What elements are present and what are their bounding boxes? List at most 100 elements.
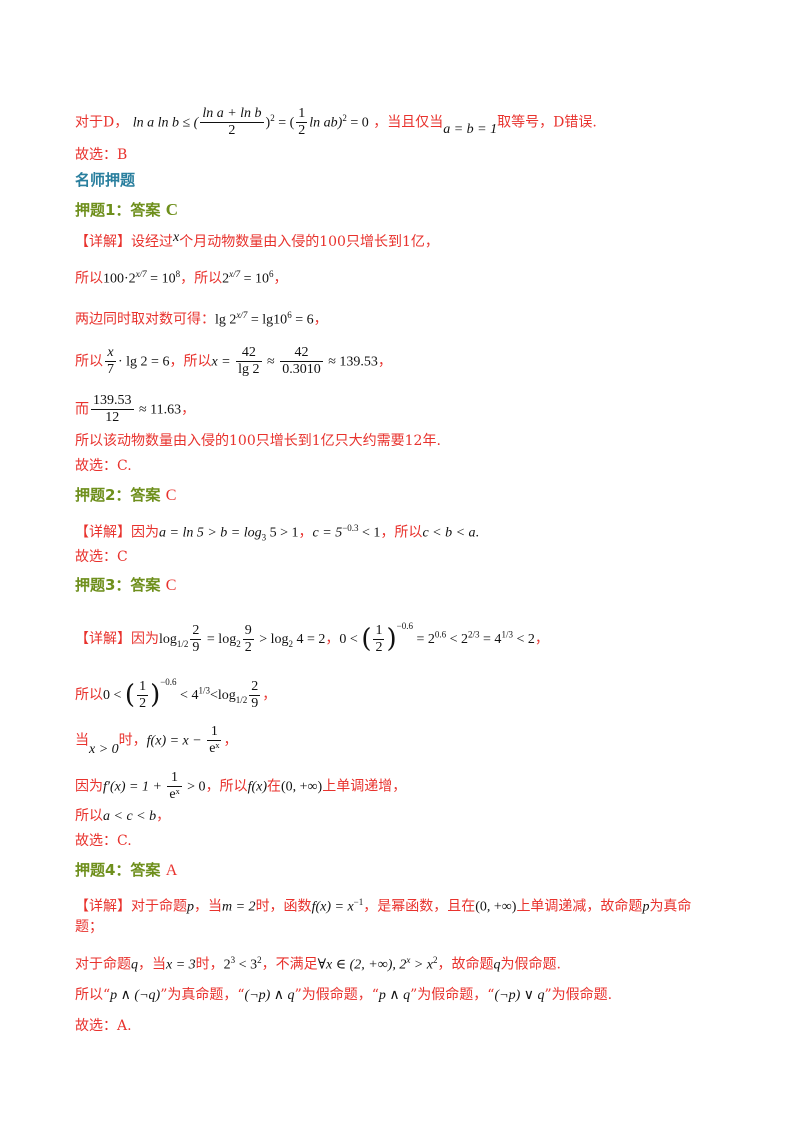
- p1-line-1: 【详解】设经过x个月动物数量由入侵的100只增长到1亿，: [75, 230, 740, 253]
- exponent: 1/3: [501, 629, 513, 640]
- numerator: 1: [207, 724, 222, 741]
- math: a < c < b: [103, 809, 157, 824]
- exponent: 8: [175, 269, 181, 279]
- math: ≈: [263, 354, 279, 370]
- p4-line-3: 所以“p ∧ (¬q)”为真命题，“(¬p) ∧ q”为假命题，“p ∧ q”为…: [75, 985, 740, 1006]
- math: (¬p) ∧ q: [244, 988, 295, 1003]
- denominator: 9: [192, 639, 200, 655]
- problem-title-label: 押题1：答案: [75, 201, 161, 219]
- math: 0 <: [339, 632, 362, 647]
- fraction: 42 lg 2: [236, 345, 262, 378]
- math: <log: [209, 688, 236, 703]
- problem-3-title: 押题3：答案 C: [75, 575, 740, 596]
- text: ，: [262, 687, 277, 703]
- answer-pick: 故选：C.: [75, 458, 132, 474]
- math: x =: [211, 354, 235, 370]
- exponent: −0.6: [160, 677, 177, 687]
- math: < 2: [512, 632, 535, 647]
- text: ，: [156, 808, 171, 824]
- text: 所以: [75, 270, 103, 287]
- numerator: x: [105, 345, 116, 362]
- math: (¬p) ∨ q: [494, 988, 545, 1003]
- math: = 10: [240, 271, 269, 287]
- p4-line-1-wrap: 题；: [75, 919, 103, 935]
- numerator: 2: [249, 678, 261, 696]
- text: ，: [325, 631, 340, 647]
- problem-1-title: 押题1：答案 C: [75, 200, 740, 220]
- numerator: 2: [190, 622, 202, 640]
- math: = 10: [146, 271, 176, 287]
- math: f′(x) = 1 +: [103, 779, 166, 795]
- text: ，: [313, 311, 328, 328]
- math: < 4: [176, 688, 199, 703]
- text: ，: [298, 524, 313, 541]
- p4-line-1: 【详解】对于命题p，当m = 2时，函数f(x) = x−1，是幂函数，且在(0…: [75, 892, 740, 918]
- math: < 2: [446, 632, 469, 647]
- text: ，当: [194, 898, 222, 915]
- text: 为假命题.: [500, 956, 561, 973]
- math: 0 <: [103, 688, 125, 703]
- numerator: 1: [167, 770, 182, 787]
- text: 因为: [75, 778, 103, 795]
- text: 取等号，D错误.: [497, 114, 597, 131]
- answer-value: C: [165, 200, 178, 219]
- numerator: 1: [373, 622, 385, 640]
- answer-value: C: [165, 577, 177, 594]
- exponent: x/7: [135, 269, 147, 279]
- math: ): [265, 115, 271, 131]
- subscript: 1/2: [235, 694, 248, 705]
- answer-pick: 故选：A.: [75, 1018, 132, 1034]
- denominator: 2: [244, 639, 252, 655]
- detail-tag: 【详解】: [75, 524, 131, 541]
- math: f(x) = x −: [146, 733, 206, 749]
- text: ，当: [138, 956, 166, 973]
- math: · lg 2 = 6: [118, 354, 170, 370]
- text: 两边同时取对数可得：: [75, 311, 215, 328]
- exponent: 1/3: [198, 685, 210, 696]
- math: p ∧ q: [378, 988, 411, 1003]
- denominator: 2: [139, 695, 147, 711]
- math: = 0: [346, 115, 369, 131]
- math: x: [173, 230, 180, 245]
- text: 所以: [75, 353, 103, 370]
- math: q: [131, 957, 138, 973]
- denominator: 2: [298, 123, 306, 138]
- fraction: 139.53 12: [91, 393, 134, 426]
- text: 对于D，: [75, 114, 129, 131]
- denominator: 0.3010: [282, 362, 321, 377]
- math: 2: [222, 271, 230, 287]
- numerator: ln a + ln b: [200, 106, 264, 123]
- detail-tag: 【详解】: [75, 898, 131, 915]
- denominator: 12: [105, 410, 120, 425]
- p1-conclusion: 所以该动物数量由入侵的100只增长到1亿只大约需要12年.: [75, 433, 441, 449]
- text: 对于命题: [75, 956, 131, 973]
- math: 5 > 1: [266, 525, 299, 541]
- detail-tag: 【详解】: [75, 631, 131, 647]
- numerator: 1: [296, 106, 308, 123]
- math: c = 5: [312, 525, 343, 541]
- math: > log: [255, 632, 289, 647]
- math: 4 = 2: [293, 632, 326, 647]
- option-d-analysis: 对于D， ln a ln b ≤ (ln a + ln b 2)2 = (1 2 ln…: [75, 106, 597, 138]
- text: 所以“: [75, 987, 111, 1003]
- math: = 6: [291, 312, 314, 328]
- problem-2-title: 押题2：答案 C: [75, 485, 740, 506]
- problem-title-label: 押题2：答案: [75, 486, 161, 504]
- p3-line-4: 因为f′(x) = 1 + 1 eˣ > 0，所以f(x)在(0, +∞)上单调递…: [75, 770, 740, 803]
- p1-line-3: 两边同时取对数可得：lg 2x/7 = lg106 = 6，: [75, 305, 740, 331]
- text: ，不满足: [261, 956, 318, 973]
- math: < 3: [235, 957, 258, 973]
- text: 上单调递减，故命题: [516, 898, 643, 915]
- math: = 4: [479, 632, 502, 647]
- text: 时，: [118, 732, 147, 749]
- text: 上单调递增，: [322, 778, 407, 795]
- exponent: 0.6: [434, 629, 447, 640]
- math: log: [159, 632, 177, 647]
- text: ，: [377, 353, 392, 370]
- text: ，所以: [180, 270, 223, 287]
- subscript: 3: [261, 532, 267, 543]
